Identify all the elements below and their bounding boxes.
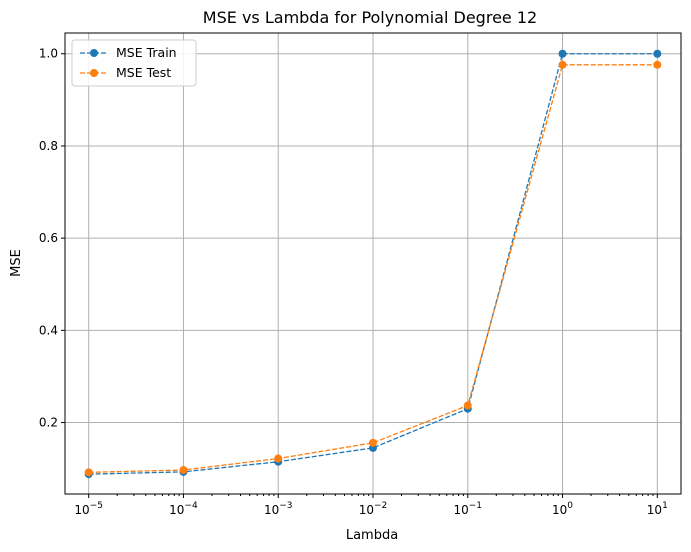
y-tick-label: 0.6 xyxy=(39,231,58,245)
x-axis: 10−5 10−4 10−3 10−2 10−1 100 101 xyxy=(74,494,668,517)
y-axis: 0.2 0.4 0.6 0.8 1.0 xyxy=(39,47,65,430)
series-layer xyxy=(84,49,662,479)
chart-title: MSE vs Lambda for Polynomial Degree 12 xyxy=(203,8,537,27)
data-point-mse-test xyxy=(84,468,93,477)
data-point-mse-test xyxy=(179,466,188,475)
legend-marker-mse-train xyxy=(90,49,98,57)
data-point-mse-test xyxy=(558,60,567,69)
data-point-mse-train xyxy=(558,49,567,58)
x-tick-label: 10−1 xyxy=(453,501,482,517)
grid xyxy=(65,33,681,494)
data-point-mse-train xyxy=(653,49,662,58)
data-point-mse-test xyxy=(274,454,283,463)
x-tick-label: 10−4 xyxy=(169,501,198,517)
data-point-mse-test xyxy=(463,401,472,410)
x-tick-label: 10−2 xyxy=(359,501,388,517)
legend-box xyxy=(71,39,197,87)
x-tick-label: 101 xyxy=(647,501,668,517)
y-axis-label: MSE xyxy=(9,249,24,277)
y-tick-label: 1.0 xyxy=(39,47,58,61)
legend-label-mse-test: MSE Test xyxy=(116,65,171,80)
x-tick-label: 10−5 xyxy=(74,501,103,517)
data-point-mse-test xyxy=(369,438,377,447)
legend: MSE Train MSE Test xyxy=(71,39,197,87)
y-tick-label: 0.8 xyxy=(39,139,58,153)
data-point-mse-test xyxy=(653,60,662,69)
y-tick-label: 0.4 xyxy=(39,323,58,337)
x-axis-label: Lambda xyxy=(346,528,398,543)
x-tick-label: 10−3 xyxy=(264,501,293,517)
legend-marker-mse-test xyxy=(90,69,98,77)
y-tick-label: 0.2 xyxy=(39,416,58,430)
legend-label-mse-train: MSE Train xyxy=(116,45,177,60)
series-mse-test xyxy=(84,60,662,477)
x-tick-label: 100 xyxy=(552,501,573,517)
